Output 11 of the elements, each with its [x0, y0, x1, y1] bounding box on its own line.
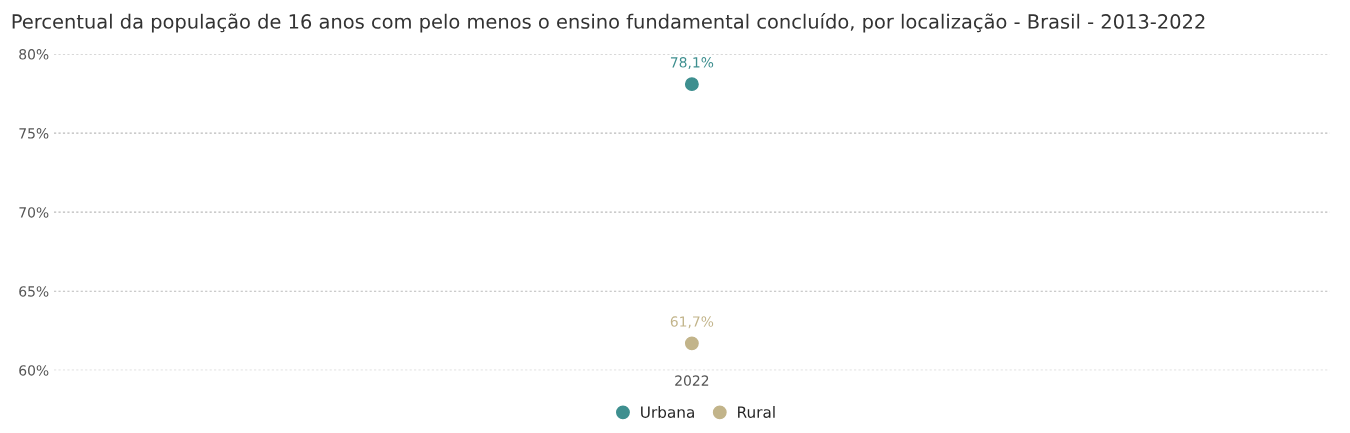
data-label: 61,7%	[670, 316, 714, 329]
x-tick-label: 2022	[675, 375, 709, 386]
chart-title: Percentual da população de 16 anos com pelo menos o ensino fundamental concluído, por localização - Brasil - 2013-2022	[12, 12, 1205, 33]
data-label: 78,1%	[670, 57, 714, 69]
y-tick-label: 75%	[19, 128, 49, 139]
y-tick-label: 80%	[19, 49, 49, 60]
y-tick-label: 70%	[19, 207, 49, 218]
y-tick-label: 60%	[19, 365, 49, 376]
legend-label: Urbana	[641, 406, 694, 418]
legend-label: Rural	[738, 406, 775, 418]
y-tick-label: 65%	[19, 286, 49, 297]
